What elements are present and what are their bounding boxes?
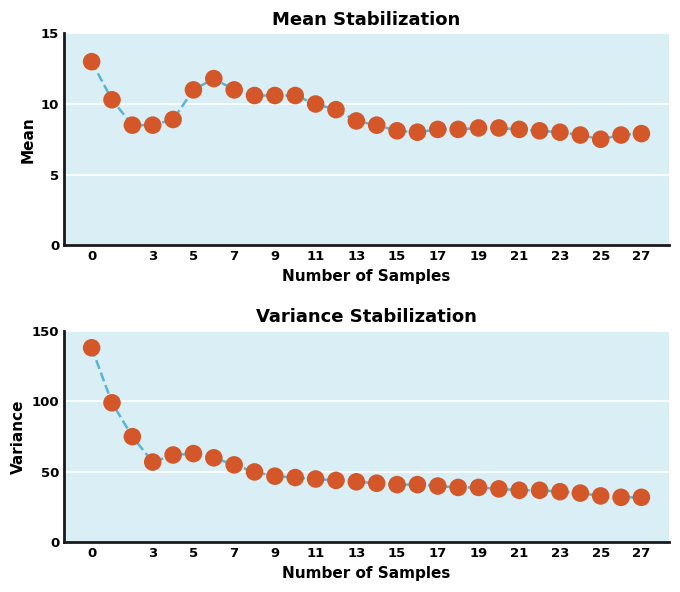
- Point: [595, 134, 606, 144]
- Point: [412, 480, 423, 490]
- Point: [107, 95, 118, 105]
- Point: [310, 99, 321, 109]
- Point: [351, 116, 362, 126]
- Point: [615, 130, 626, 140]
- Point: [636, 493, 647, 502]
- Point: [330, 475, 341, 485]
- Point: [269, 91, 280, 100]
- Point: [392, 480, 403, 490]
- Point: [168, 115, 179, 124]
- Point: [107, 398, 118, 407]
- Point: [615, 493, 626, 502]
- Point: [453, 125, 464, 134]
- Title: Mean Stabilization: Mean Stabilization: [273, 11, 460, 29]
- Point: [494, 484, 505, 494]
- Point: [269, 471, 280, 481]
- Point: [208, 74, 219, 83]
- Point: [636, 129, 647, 139]
- Point: [534, 485, 545, 495]
- Point: [595, 491, 606, 501]
- Point: [371, 478, 382, 488]
- Point: [351, 477, 362, 487]
- Y-axis label: Mean: Mean: [20, 116, 35, 163]
- Point: [127, 432, 138, 442]
- Point: [371, 120, 382, 130]
- Point: [554, 487, 565, 497]
- Point: [290, 473, 301, 482]
- Point: [168, 451, 179, 460]
- X-axis label: Number of Samples: Number of Samples: [282, 566, 451, 581]
- Point: [473, 123, 484, 133]
- Point: [86, 343, 97, 352]
- Point: [575, 488, 585, 498]
- Point: [432, 481, 443, 491]
- Y-axis label: Variance: Variance: [11, 400, 26, 474]
- Point: [554, 127, 565, 137]
- Point: [473, 482, 484, 492]
- Point: [86, 57, 97, 66]
- Point: [514, 125, 525, 134]
- Point: [290, 91, 301, 100]
- Point: [188, 85, 199, 95]
- Point: [310, 474, 321, 484]
- Point: [392, 126, 403, 136]
- Point: [534, 126, 545, 136]
- Point: [148, 120, 158, 130]
- Point: [514, 485, 525, 495]
- Point: [330, 105, 341, 114]
- X-axis label: Number of Samples: Number of Samples: [282, 269, 451, 284]
- Point: [412, 127, 423, 137]
- Point: [249, 467, 260, 477]
- Point: [228, 85, 239, 95]
- Point: [494, 123, 505, 133]
- Point: [228, 460, 239, 469]
- Point: [575, 130, 585, 140]
- Title: Variance Stabilization: Variance Stabilization: [256, 308, 477, 327]
- Point: [188, 449, 199, 458]
- Point: [148, 457, 158, 466]
- Point: [127, 120, 138, 130]
- Point: [249, 91, 260, 100]
- Point: [432, 125, 443, 134]
- Point: [453, 482, 464, 492]
- Point: [208, 453, 219, 462]
